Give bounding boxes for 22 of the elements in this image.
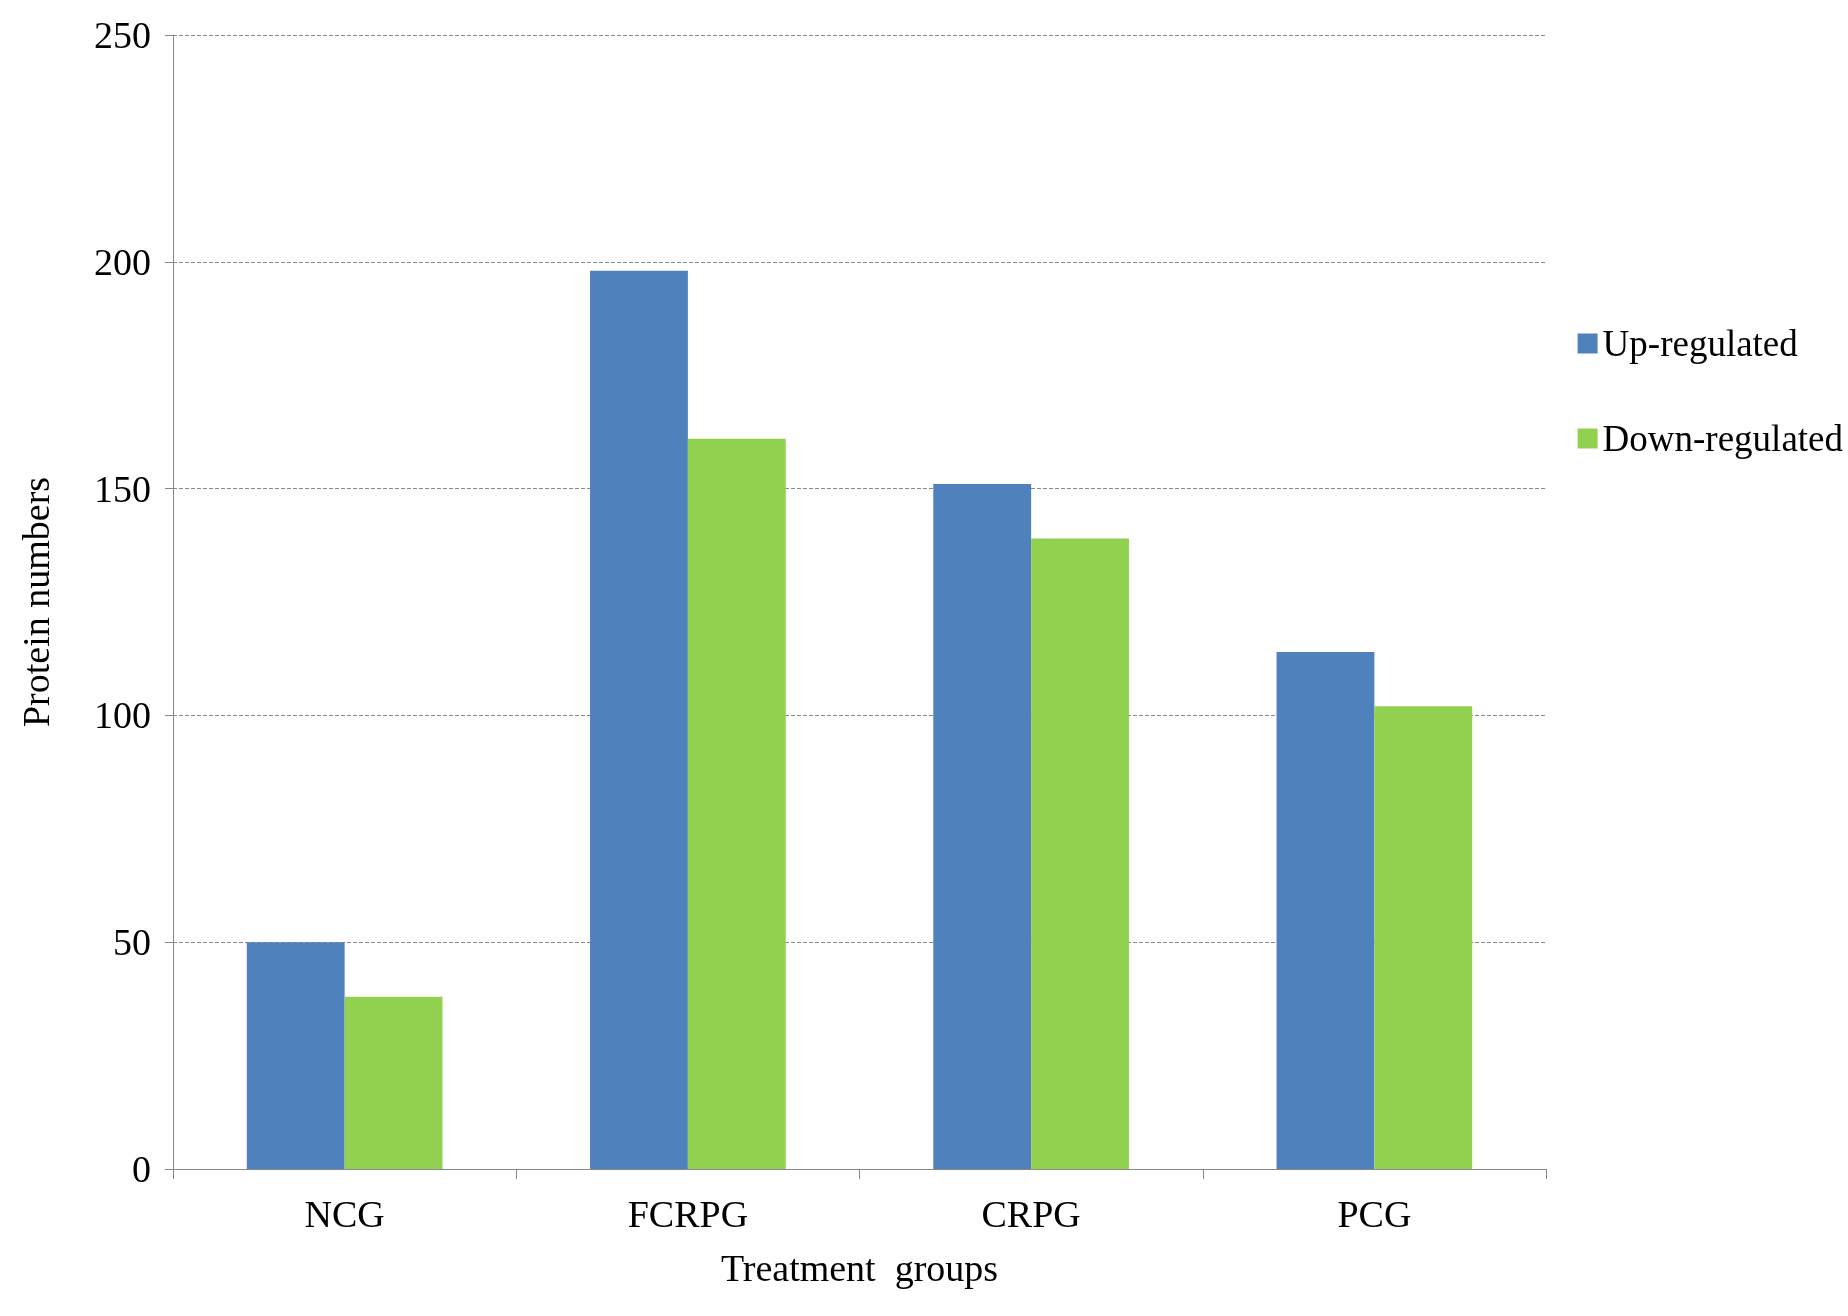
y-tick-label: 100 — [94, 694, 151, 737]
y-tick-label: 0 — [132, 1148, 151, 1190]
y-axis-title: Protein numbers — [15, 476, 57, 728]
y-tick-label: 200 — [94, 240, 151, 283]
bar — [1374, 706, 1473, 1169]
y-tick-label: 50 — [113, 921, 151, 964]
x-tick-label: CRPG — [981, 1193, 1081, 1235]
bar — [590, 270, 688, 1169]
bar — [344, 996, 443, 1169]
bar — [687, 438, 786, 1169]
x-tick-label: FCRPG — [627, 1193, 749, 1235]
legend-label: Down-regulated — [1602, 418, 1844, 459]
bar — [1276, 651, 1375, 1169]
y-tick-label: 150 — [94, 467, 151, 510]
x-tick-label: NCG — [304, 1193, 385, 1235]
x-axis-title: Treatment groups — [720, 1247, 999, 1289]
bar — [933, 484, 1032, 1169]
x-tick-label: PCG — [1337, 1193, 1412, 1235]
bar — [1031, 538, 1129, 1169]
bar — [246, 942, 345, 1169]
legend-label: Up-regulated — [1602, 323, 1799, 364]
y-tick-label: 250 — [94, 14, 151, 56]
